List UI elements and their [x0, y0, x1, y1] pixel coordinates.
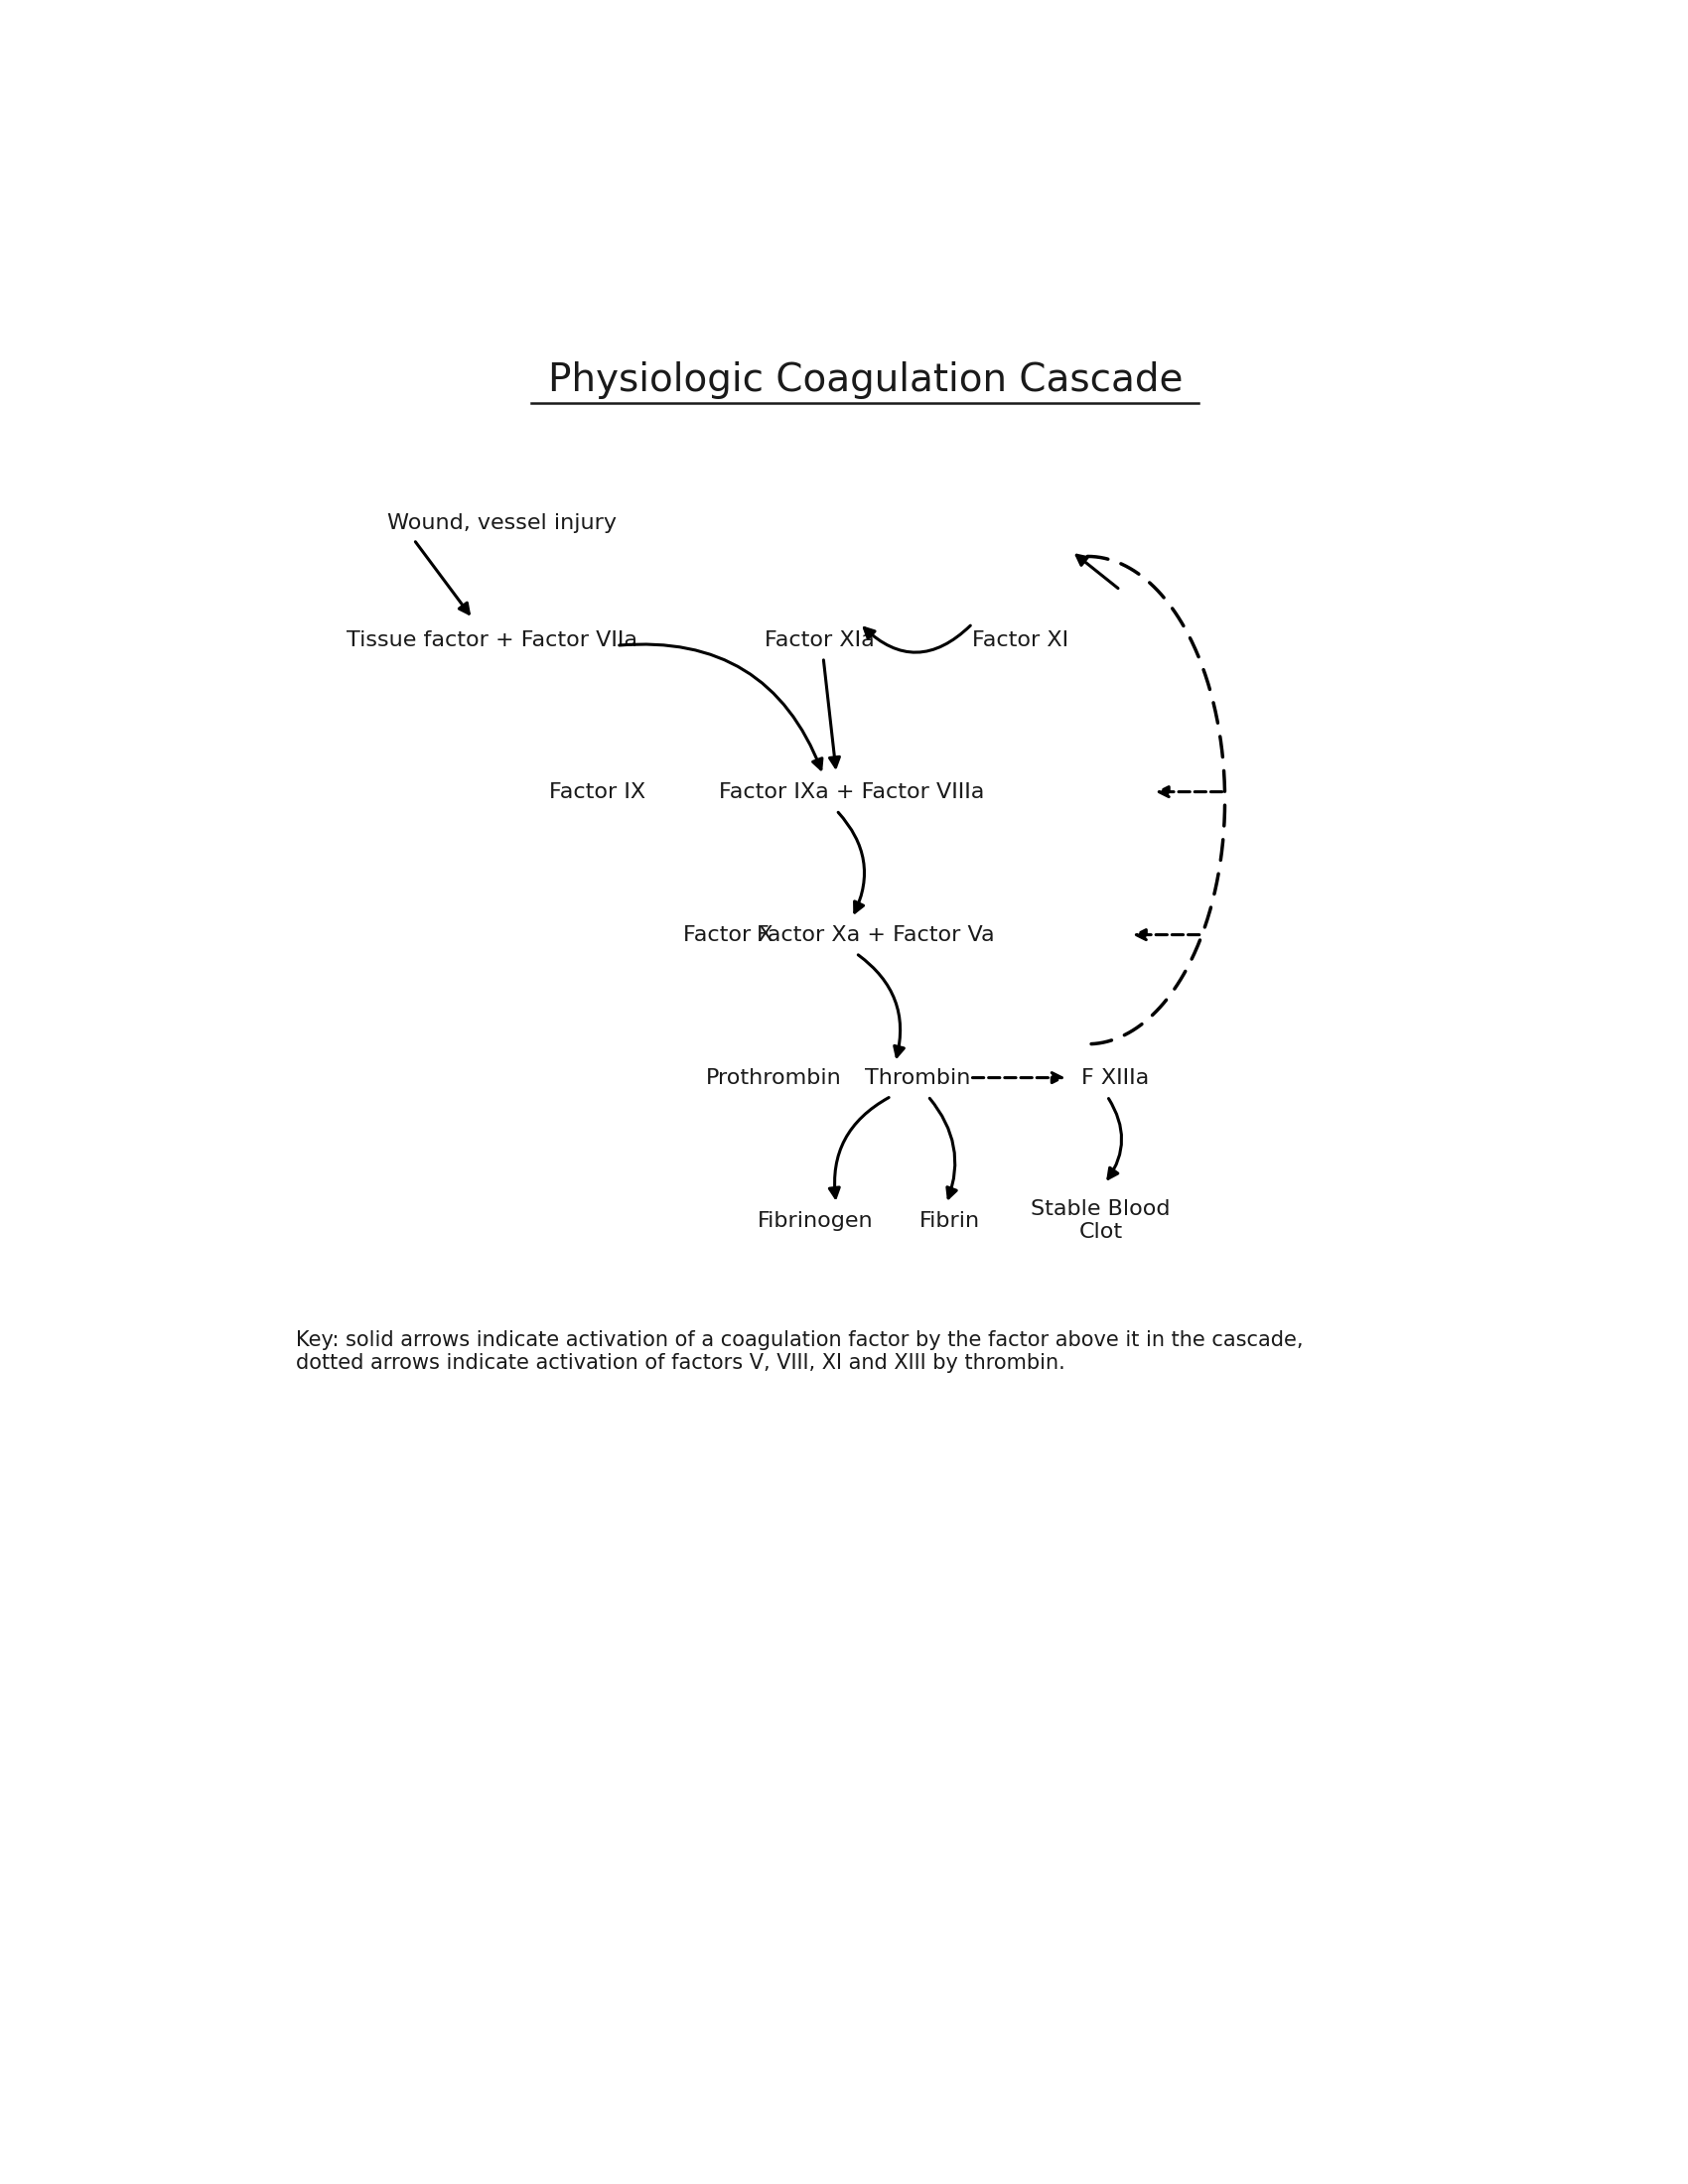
- Text: Physiologic Coagulation Cascade: Physiologic Coagulation Cascade: [547, 360, 1183, 400]
- Text: Prothrombin: Prothrombin: [706, 1068, 841, 1088]
- Text: Factor IX: Factor IX: [549, 782, 645, 802]
- Text: Factor XI: Factor XI: [972, 631, 1069, 651]
- Text: Fibrin: Fibrin: [920, 1210, 981, 1230]
- Text: Fibrinogen: Fibrinogen: [758, 1210, 873, 1230]
- Text: Factor XIa: Factor XIa: [765, 631, 874, 651]
- Text: Tissue factor + Factor VIIa: Tissue factor + Factor VIIa: [346, 631, 638, 651]
- Text: Thrombin: Thrombin: [864, 1068, 971, 1088]
- Text: Wound, vessel injury: Wound, vessel injury: [388, 513, 618, 533]
- Text: Stable Blood
Clot: Stable Blood Clot: [1031, 1199, 1170, 1243]
- Text: Factor Xa + Factor Va: Factor Xa + Factor Va: [756, 924, 994, 946]
- Text: Key: solid arrows indicate activation of a coagulation factor by the factor abov: Key: solid arrows indicate activation of…: [295, 1330, 1303, 1374]
- Text: F XIIIa: F XIIIa: [1080, 1068, 1150, 1088]
- Text: Factor X: Factor X: [682, 924, 773, 946]
- Text: Factor IXa + Factor VIIIa: Factor IXa + Factor VIIIa: [719, 782, 984, 802]
